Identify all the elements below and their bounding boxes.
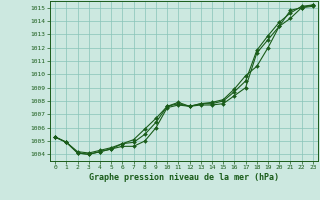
X-axis label: Graphe pression niveau de la mer (hPa): Graphe pression niveau de la mer (hPa) bbox=[89, 173, 279, 182]
